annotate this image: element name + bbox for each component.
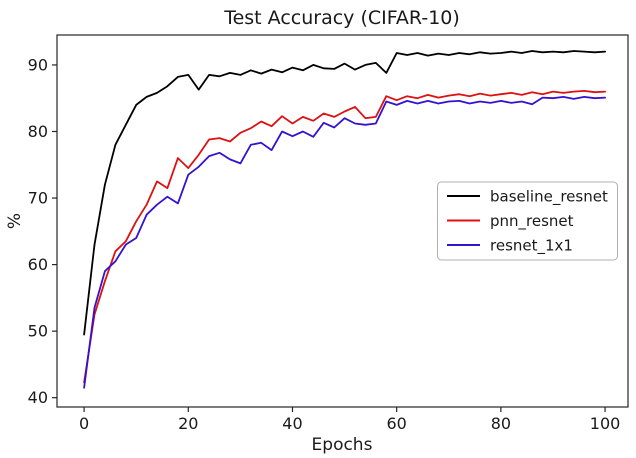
x-tick-label: 100: [590, 414, 621, 433]
x-axis-label: Epochs: [312, 435, 373, 455]
x-tick-label: 80: [491, 414, 511, 433]
line-resnet_1x1: [83, 96, 606, 389]
x-tick-label: 20: [178, 414, 198, 433]
line-pnn_resnet: [83, 90, 606, 384]
series-lines: [83, 50, 606, 389]
y-tick-label: 80: [28, 122, 48, 141]
axes-frame: [56, 34, 629, 408]
legend-label-pnn_resnet: pnn_resnet: [490, 212, 574, 231]
legend-label-baseline_resnet: baseline_resnet: [490, 188, 608, 207]
line-baseline_resnet: [83, 50, 606, 336]
y-tick-label: 40: [28, 388, 48, 407]
y-axis-ticks: 40 50 60 70 80 90: [28, 55, 57, 407]
y-tick-label: 70: [28, 189, 48, 208]
y-tick-label: 50: [28, 322, 48, 341]
y-axis-label: %: [5, 213, 25, 229]
y-tick-label: 90: [28, 55, 48, 74]
y-tick-label: 60: [28, 255, 48, 274]
legend: baseline_resnet pnn_resnet resnet_1x1: [437, 181, 618, 261]
legend-label-resnet_1x1: resnet_1x1: [490, 237, 573, 256]
x-tick-label: 0: [79, 414, 89, 433]
chart-title: Test Accuracy (CIFAR-10): [223, 7, 460, 29]
x-tick-label: 40: [282, 414, 302, 433]
x-tick-label: 60: [387, 414, 407, 433]
legend-box: [437, 181, 618, 261]
x-axis-ticks: 0 20 40 60 80 100: [79, 407, 620, 433]
